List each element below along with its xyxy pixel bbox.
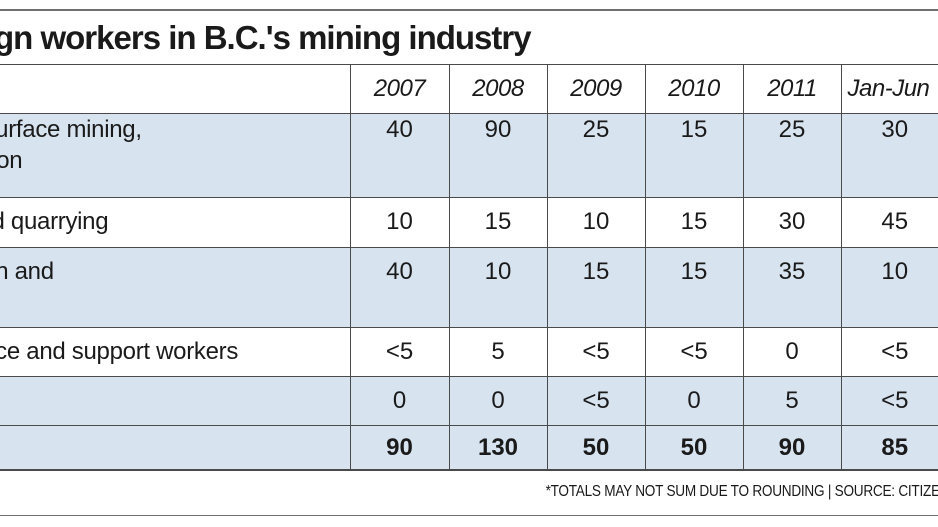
cell-value: 15 xyxy=(644,247,743,328)
column-header: 2011 xyxy=(742,65,841,114)
header-category-cell xyxy=(0,65,350,114)
cell-value: <5 xyxy=(644,327,743,377)
row-label: g and quarrying xyxy=(0,197,350,248)
total-value: 50 xyxy=(644,425,743,471)
cell-value: 15 xyxy=(448,197,547,248)
cell-value: 40 xyxy=(349,113,449,198)
total-value: 85 xyxy=(840,425,938,471)
column-header: Jan-Jun xyxy=(840,65,938,114)
cell-value: 0 xyxy=(644,376,743,426)
row-label-line: g and quarrying xyxy=(0,208,109,235)
cell-value: <5 xyxy=(546,327,645,377)
cell-value: 15 xyxy=(644,197,743,248)
cell-value: 90 xyxy=(448,113,547,198)
cell-value: 0 xyxy=(742,327,841,377)
cell-value: 35 xyxy=(742,247,841,328)
table-row: g and quarrying 10 15 10 15 30 45 xyxy=(0,197,938,248)
cell-value: 5 xyxy=(448,327,547,377)
title-rule xyxy=(0,64,938,65)
row-label: s – surface mining, truction xyxy=(0,113,350,198)
cell-value: 15 xyxy=(546,247,645,328)
total-value: 50 xyxy=(546,425,645,471)
row-label-line: s – surface mining, xyxy=(0,116,142,143)
cell-value: <5 xyxy=(840,376,938,426)
cell-value: 25 xyxy=(742,113,841,198)
cell-value: 25 xyxy=(546,113,645,198)
table-row: 0 0 <5 0 5 <5 xyxy=(0,376,938,426)
cell-value: 15 xyxy=(644,113,743,198)
footnote: *TOTALS MAY NOT SUM DUE TO ROUNDING | SO… xyxy=(545,483,938,500)
row-label-line: service and support workers xyxy=(0,338,239,365)
cell-value: 10 xyxy=(840,247,938,328)
cell-value: 30 xyxy=(840,113,938,198)
cell-value: <5 xyxy=(840,327,938,377)
row-label: service and support workers xyxy=(0,327,350,377)
column-header: 2009 xyxy=(546,65,645,114)
top-rule xyxy=(0,9,938,11)
cell-value: 0 xyxy=(349,376,449,426)
table-title: gn workers in B.C.'s mining industry xyxy=(0,19,532,56)
row-label-line: uction and xyxy=(0,258,54,285)
column-header: 2007 xyxy=(349,65,449,114)
row-label xyxy=(0,376,350,426)
cell-value: 30 xyxy=(742,197,841,248)
header-row: 2007 2008 2009 2010 2011 Jan-Jun xyxy=(0,65,938,114)
total-row: 90 130 50 50 90 85 xyxy=(0,425,938,471)
column-header: 2008 xyxy=(448,65,547,114)
column-header: 2010 xyxy=(644,65,743,114)
row-label-line: rs xyxy=(0,287,350,318)
table-row: s – surface mining, truction 40 90 25 15… xyxy=(0,113,938,198)
total-value: 90 xyxy=(742,425,841,471)
row-label xyxy=(0,425,350,471)
table-row: uction and rs 40 10 15 15 35 10 xyxy=(0,247,938,328)
table-row: service and support workers <5 5 <5 <5 0… xyxy=(0,327,938,377)
total-value: 90 xyxy=(349,425,449,471)
bottom-rule xyxy=(0,515,938,516)
cell-value: 40 xyxy=(349,247,449,328)
data-table: 2007 2008 2009 2010 2011 Jan-Jun s – sur… xyxy=(0,65,938,471)
cell-value: 0 xyxy=(448,376,547,426)
row-label-line: truction xyxy=(0,147,23,174)
cell-value: 10 xyxy=(546,197,645,248)
cell-value: <5 xyxy=(349,327,449,377)
total-value: 130 xyxy=(448,425,547,471)
cell-value: 10 xyxy=(349,197,449,248)
cell-value: 45 xyxy=(840,197,938,248)
cell-value: 10 xyxy=(448,247,547,328)
row-label: uction and rs xyxy=(0,247,350,328)
cell-value: <5 xyxy=(546,376,645,426)
cell-value: 5 xyxy=(742,376,841,426)
